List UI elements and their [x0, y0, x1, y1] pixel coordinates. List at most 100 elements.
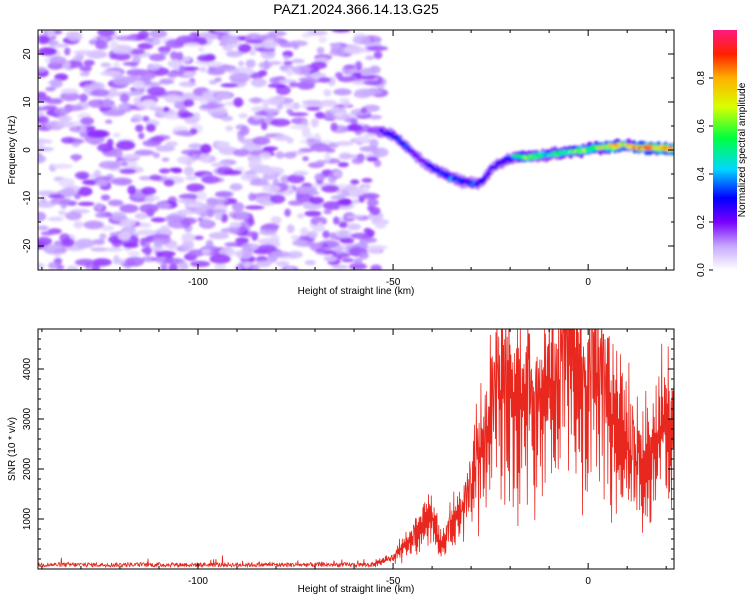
noise-blob — [339, 198, 353, 207]
noise-blob — [49, 56, 67, 65]
noise-blob — [249, 72, 264, 79]
noise-blob — [99, 233, 107, 240]
noise-blob — [179, 92, 198, 102]
noise-blob — [175, 130, 192, 137]
noise-blob — [316, 248, 325, 253]
snr-ylabel: SNR (10 * v/v) — [7, 417, 18, 481]
noise-blob — [288, 112, 309, 117]
noise-blob — [136, 229, 157, 236]
noise-blob — [149, 106, 165, 111]
noise-blob — [192, 36, 207, 43]
noise-blob — [270, 234, 280, 243]
noise-blob — [366, 156, 379, 162]
noise-blob — [201, 218, 211, 226]
noise-blob — [313, 133, 321, 141]
noise-blob — [337, 230, 350, 238]
noise-blob — [179, 217, 197, 225]
noise-blob — [38, 225, 49, 231]
noise-blob — [353, 258, 363, 265]
snr-xtick-label: -100 — [188, 576, 208, 587]
noise-blob — [48, 262, 58, 270]
noise-blob — [269, 194, 286, 204]
noise-blob — [197, 54, 215, 62]
noise-blob — [60, 187, 76, 198]
noise-blob — [363, 80, 383, 86]
spectrogram-ylabel: Frequency (Hz) — [7, 116, 18, 185]
noise-blob — [159, 225, 171, 236]
noise-blob — [286, 67, 294, 77]
noise-blob — [139, 203, 159, 214]
noise-blob — [58, 177, 75, 188]
noise-blob — [259, 152, 272, 160]
noise-blob — [283, 60, 293, 66]
noise-blob — [352, 35, 371, 45]
ridge-cell — [501, 160, 507, 165]
noise-blob — [45, 86, 56, 92]
noise-blob — [159, 78, 175, 85]
noise-blob — [38, 211, 47, 222]
noise-blob — [95, 179, 109, 187]
noise-blob — [370, 264, 382, 270]
noise-blob — [97, 143, 114, 153]
noise-blob — [286, 108, 294, 114]
noise-blob — [276, 104, 284, 110]
snr-series-line — [38, 329, 674, 569]
noise-blob — [119, 93, 130, 103]
noise-blob — [179, 65, 186, 75]
noise-blob — [102, 98, 113, 108]
noise-blob — [238, 113, 248, 119]
noise-blob — [178, 261, 189, 270]
noise-blob — [57, 115, 73, 122]
noise-blob — [193, 112, 201, 122]
noise-blob — [286, 137, 294, 144]
noise-blob — [347, 223, 362, 231]
noise-blob — [329, 49, 347, 56]
colorbar-gradient — [713, 30, 737, 270]
noise-blob — [261, 200, 271, 206]
noise-blob — [88, 39, 97, 45]
noise-blob — [310, 118, 319, 128]
noise-blob — [284, 208, 291, 217]
noise-blob — [345, 214, 364, 219]
noise-blob — [229, 183, 243, 191]
noise-blob — [264, 166, 285, 176]
colorbar-tick-label: 0.2 — [696, 215, 707, 229]
noise-blob — [304, 210, 322, 217]
noise-blob — [183, 42, 201, 47]
noise-blob — [275, 151, 285, 159]
noise-blob — [119, 154, 142, 159]
noise-blob — [264, 108, 281, 113]
noise-blob — [283, 104, 302, 109]
noise-blob — [206, 208, 215, 218]
noise-blob — [267, 96, 286, 104]
noise-blob — [90, 247, 109, 252]
noise-blob — [248, 192, 256, 201]
noise-blob — [74, 238, 95, 249]
noise-blob — [190, 260, 211, 268]
ridge-cell — [486, 171, 491, 176]
noise-blob — [199, 152, 211, 162]
noise-blob — [143, 241, 151, 248]
noise-blob — [221, 34, 239, 45]
noise-blob — [141, 186, 157, 196]
noise-blob — [369, 138, 379, 149]
noise-blob — [248, 97, 264, 104]
noise-blob — [55, 264, 65, 270]
noise-blob — [181, 71, 196, 77]
noise-blob — [355, 136, 370, 143]
noise-blob — [122, 61, 139, 66]
noise-blob — [127, 185, 137, 195]
noise-blob — [112, 132, 121, 138]
noise-blob — [373, 159, 382, 167]
noise-blob — [115, 140, 136, 151]
noise-blob — [178, 81, 197, 88]
noise-blob — [135, 124, 144, 133]
noise-blob — [77, 186, 93, 197]
noise-blob — [216, 141, 231, 149]
noise-blob — [79, 93, 88, 103]
snr-ytick-label: 4000 — [22, 357, 33, 380]
noise-blob — [222, 44, 233, 52]
noise-blob — [209, 253, 231, 264]
noise-blob — [181, 240, 194, 251]
